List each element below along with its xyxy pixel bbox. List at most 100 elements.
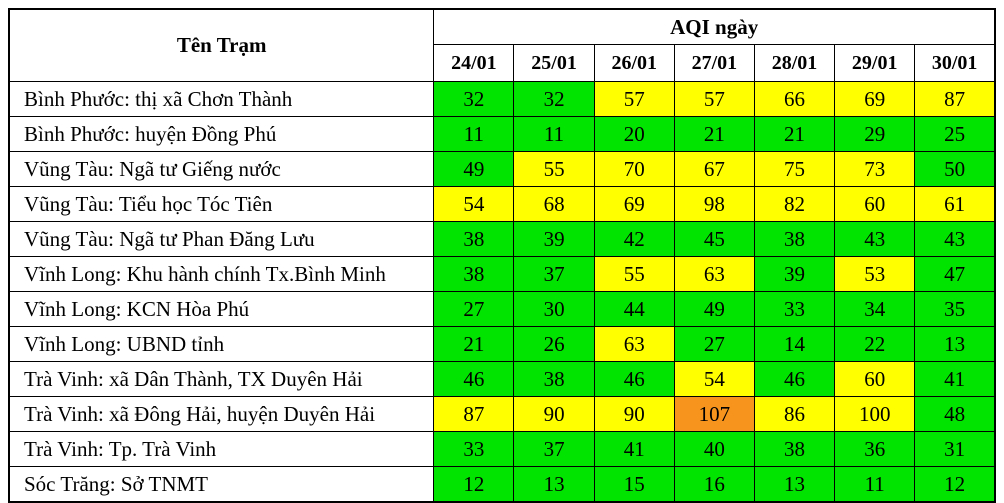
aqi-value-cell: 87 <box>914 81 996 117</box>
station-name: Vĩnh Long: KCN Hòa Phú <box>8 291 435 327</box>
aqi-value-cell: 98 <box>673 186 755 222</box>
aqi-value-cell: 12 <box>433 466 515 503</box>
aqi-value-cell: 68 <box>513 186 595 222</box>
aqi-value-cell: 11 <box>433 116 515 152</box>
aqi-value-cell: 69 <box>593 186 675 222</box>
aqi-value-cell: 57 <box>673 81 755 117</box>
aqi-value-cell: 41 <box>593 431 675 467</box>
aqi-value-cell: 33 <box>753 291 836 327</box>
aqi-value-cell: 15 <box>593 466 675 503</box>
table-row: Vĩnh Long: KCN Hòa Phú 27 30 44 49 33 34 35 <box>8 291 996 327</box>
aqi-value-cell: 73 <box>834 151 916 187</box>
aqi-value-cell: 53 <box>834 256 916 292</box>
aqi-value-cell: 47 <box>914 256 996 292</box>
station-name: Bình Phước: thị xã Chơn Thành <box>8 81 435 117</box>
aqi-value-cell: 39 <box>513 221 595 257</box>
aqi-value-cell: 38 <box>753 221 836 257</box>
aqi-value-cell: 90 <box>513 396 595 432</box>
aqi-value-cell: 90 <box>593 396 675 432</box>
table-row: Bình Phước: huyện Đồng Phú 11 11 20 21 21 29 25 <box>8 116 996 152</box>
aqi-report-page: Tên Trạm AQI ngày 24/01 25/01 26/01 27/01 28… <box>8 8 996 503</box>
aqi-value-cell: 25 <box>914 116 996 152</box>
aqi-value-cell: 13 <box>513 466 595 503</box>
aqi-value-cell: 22 <box>834 326 916 362</box>
station-column-header: Tên Trạm <box>8 8 435 82</box>
aqi-value-cell: 86 <box>753 396 836 432</box>
aqi-value-cell: 12 <box>914 466 996 503</box>
aqi-value-cell: 82 <box>753 186 836 222</box>
aqi-value-cell: 41 <box>914 361 996 397</box>
table-row: Sóc Trăng: Sở TNMT 12 13 15 16 13 11 12 <box>8 466 996 503</box>
aqi-value-cell: 16 <box>673 466 755 503</box>
aqi-value-cell: 44 <box>593 291 675 327</box>
aqi-value-cell: 55 <box>593 256 675 292</box>
table-row: Bình Phước: thị xã Chơn Thành 32 32 57 57 66 6… <box>8 81 996 117</box>
aqi-value-cell: 31 <box>914 431 996 467</box>
aqi-value-cell: 49 <box>673 291 755 327</box>
aqi-value-cell: 21 <box>433 326 515 362</box>
aqi-value-cell: 61 <box>914 186 996 222</box>
aqi-value-cell: 40 <box>673 431 755 467</box>
aqi-value-cell: 27 <box>673 326 755 362</box>
station-name: Trà Vinh: Tp. Trà Vinh <box>8 431 435 467</box>
date-header: 27/01 <box>673 44 755 82</box>
station-name: Sóc Trăng: Sở TNMT <box>8 466 435 503</box>
group-header-row: Tên Trạm AQI ngày <box>8 8 996 82</box>
table-row: Vĩnh Long: UBND tỉnh 21 26 63 27 14 22 13 <box>8 326 996 362</box>
aqi-value-cell: 45 <box>673 221 755 257</box>
aqi-value-cell: 75 <box>753 151 836 187</box>
table-row: Vũng Tàu: Ngã tư Phan Đăng Lưu 38 39 42 45 38… <box>8 221 996 257</box>
aqi-value-cell: 14 <box>753 326 836 362</box>
date-header: 24/01 <box>433 44 515 82</box>
aqi-value-cell: 66 <box>753 81 836 117</box>
station-name: Vĩnh Long: UBND tỉnh <box>8 326 435 362</box>
aqi-value-cell: 107 <box>673 396 755 432</box>
table-row: Vĩnh Long: Khu hành chính Tx.Bình Minh 38… <box>8 256 996 292</box>
aqi-value-cell: 38 <box>513 361 595 397</box>
aqi-value-cell: 37 <box>513 431 595 467</box>
aqi-value-cell: 32 <box>433 81 515 117</box>
aqi-value-cell: 49 <box>433 151 515 187</box>
aqi-value-cell: 34 <box>834 291 916 327</box>
station-name: Vĩnh Long: Khu hành chính Tx.Bình Minh <box>8 256 435 292</box>
aqi-value-cell: 100 <box>834 396 916 432</box>
aqi-value-cell: 37 <box>513 256 595 292</box>
date-header: 28/01 <box>753 44 836 82</box>
aqi-value-cell: 35 <box>914 291 996 327</box>
aqi-value-cell: 60 <box>834 186 916 222</box>
aqi-value-cell: 46 <box>753 361 836 397</box>
station-name: Vũng Tàu: Ngã tư Phan Đăng Lưu <box>8 221 435 257</box>
aqi-value-cell: 38 <box>433 256 515 292</box>
table-row: Trà Vinh: xã Đông Hải, huyện Duyên Hải 87… <box>8 396 996 432</box>
aqi-value-cell: 48 <box>914 396 996 432</box>
date-header: 30/01 <box>914 44 996 82</box>
aqi-value-cell: 63 <box>593 326 675 362</box>
date-header: 29/01 <box>834 44 916 82</box>
aqi-value-cell: 42 <box>593 221 675 257</box>
aqi-value-cell: 33 <box>433 431 515 467</box>
aqi-value-cell: 39 <box>753 256 836 292</box>
aqi-group-header: AQI ngày <box>433 8 996 45</box>
date-header: 26/01 <box>593 44 675 82</box>
date-header-row: 24/01 25/01 26/01 27/01 28/01 29/01 30/01 <box>9 44 996 82</box>
station-name: Vũng Tàu: Tiểu học Tóc Tiên <box>8 186 435 222</box>
aqi-value-cell: 11 <box>834 466 916 503</box>
aqi-value-cell: 43 <box>914 221 996 257</box>
aqi-value-cell: 21 <box>753 116 836 152</box>
aqi-value-cell: 38 <box>753 431 836 467</box>
aqi-value-cell: 57 <box>593 81 675 117</box>
aqi-value-cell: 87 <box>433 396 515 432</box>
aqi-value-cell: 60 <box>834 361 916 397</box>
aqi-value-cell: 29 <box>834 116 916 152</box>
table-row: Vũng Tàu: Ngã tư Giếng nước 49 55 70 67 75 73 5… <box>8 151 996 187</box>
station-name: Trà Vinh: xã Dân Thành, TX Duyên Hải <box>8 361 435 397</box>
aqi-value-cell: 43 <box>834 221 916 257</box>
aqi-value-cell: 11 <box>513 116 595 152</box>
station-name: Trà Vinh: xã Đông Hải, huyện Duyên Hải <box>8 396 435 432</box>
aqi-value-cell: 50 <box>914 151 996 187</box>
aqi-value-cell: 67 <box>673 151 755 187</box>
aqi-value-cell: 54 <box>673 361 755 397</box>
station-name: Bình Phước: huyện Đồng Phú <box>8 116 435 152</box>
aqi-table: Tên Trạm AQI ngày 24/01 25/01 26/01 27/01 28… <box>8 8 996 503</box>
aqi-value-cell: 30 <box>513 291 595 327</box>
